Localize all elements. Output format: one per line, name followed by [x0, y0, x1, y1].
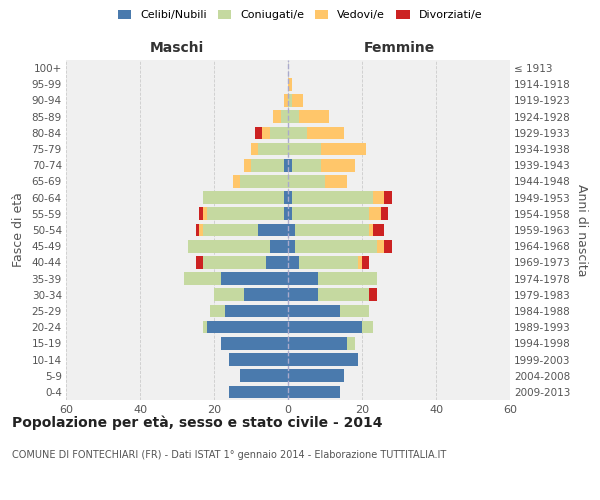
- Bar: [307, 126, 343, 139]
- Bar: [225, 304, 288, 318]
- Text: Femmine: Femmine: [364, 41, 434, 55]
- Bar: [251, 159, 284, 172]
- Bar: [288, 353, 358, 366]
- Bar: [229, 386, 288, 398]
- Bar: [377, 240, 384, 252]
- Bar: [196, 256, 203, 268]
- Bar: [288, 386, 340, 398]
- Bar: [292, 159, 322, 172]
- Bar: [362, 256, 370, 268]
- Bar: [288, 240, 295, 252]
- Legend: Celibi/Nubili, Coniugati/e, Vedovi/e, Divorziati/e: Celibi/Nubili, Coniugati/e, Vedovi/e, Di…: [113, 6, 487, 25]
- Bar: [229, 353, 288, 366]
- Bar: [288, 208, 292, 220]
- Bar: [251, 142, 259, 156]
- Bar: [244, 288, 288, 301]
- Bar: [322, 142, 366, 156]
- Bar: [288, 94, 292, 107]
- Bar: [317, 272, 377, 285]
- Bar: [199, 208, 203, 220]
- Bar: [199, 224, 203, 236]
- Bar: [259, 224, 288, 236]
- Bar: [269, 240, 288, 252]
- Bar: [373, 192, 384, 204]
- Bar: [203, 224, 259, 236]
- Bar: [288, 337, 347, 349]
- Bar: [292, 192, 373, 204]
- Bar: [203, 208, 206, 220]
- Bar: [288, 370, 343, 382]
- Bar: [203, 192, 284, 204]
- Bar: [288, 288, 317, 301]
- Bar: [214, 288, 244, 301]
- Bar: [259, 142, 288, 156]
- Bar: [384, 240, 392, 252]
- Bar: [325, 175, 347, 188]
- Bar: [184, 272, 221, 285]
- Text: Popolazione per età, sesso e stato civile - 2014: Popolazione per età, sesso e stato civil…: [12, 415, 383, 430]
- Bar: [281, 110, 288, 123]
- Bar: [299, 256, 358, 268]
- Bar: [284, 192, 288, 204]
- Bar: [269, 126, 288, 139]
- Bar: [288, 224, 295, 236]
- Bar: [203, 256, 266, 268]
- Bar: [295, 240, 377, 252]
- Y-axis label: Anni di nascita: Anni di nascita: [575, 184, 587, 276]
- Bar: [288, 175, 325, 188]
- Bar: [292, 208, 370, 220]
- Bar: [288, 78, 292, 90]
- Bar: [232, 175, 240, 188]
- Bar: [288, 142, 322, 156]
- Bar: [288, 192, 292, 204]
- Bar: [288, 304, 340, 318]
- Bar: [370, 224, 373, 236]
- Bar: [288, 256, 299, 268]
- Bar: [206, 321, 288, 334]
- Bar: [203, 321, 206, 334]
- Bar: [288, 126, 307, 139]
- Bar: [317, 288, 370, 301]
- Bar: [288, 272, 317, 285]
- Text: Maschi: Maschi: [150, 41, 204, 55]
- Bar: [210, 304, 225, 318]
- Bar: [370, 208, 380, 220]
- Bar: [384, 192, 392, 204]
- Bar: [288, 321, 362, 334]
- Text: COMUNE DI FONTECHIARI (FR) - Dati ISTAT 1° gennaio 2014 - Elaborazione TUTTITALI: COMUNE DI FONTECHIARI (FR) - Dati ISTAT …: [12, 450, 446, 460]
- Bar: [266, 256, 288, 268]
- Bar: [284, 94, 288, 107]
- Bar: [188, 240, 269, 252]
- Bar: [284, 159, 288, 172]
- Bar: [373, 224, 384, 236]
- Bar: [240, 370, 288, 382]
- Y-axis label: Fasce di età: Fasce di età: [11, 192, 25, 268]
- Bar: [340, 304, 370, 318]
- Bar: [288, 110, 299, 123]
- Bar: [262, 126, 269, 139]
- Bar: [358, 256, 362, 268]
- Bar: [206, 208, 284, 220]
- Bar: [244, 159, 251, 172]
- Bar: [255, 126, 262, 139]
- Bar: [288, 159, 292, 172]
- Bar: [240, 175, 288, 188]
- Bar: [221, 337, 288, 349]
- Bar: [292, 94, 303, 107]
- Bar: [196, 224, 199, 236]
- Bar: [322, 159, 355, 172]
- Bar: [370, 288, 377, 301]
- Bar: [299, 110, 329, 123]
- Bar: [273, 110, 281, 123]
- Bar: [380, 208, 388, 220]
- Bar: [347, 337, 355, 349]
- Bar: [284, 208, 288, 220]
- Bar: [221, 272, 288, 285]
- Bar: [295, 224, 370, 236]
- Bar: [362, 321, 373, 334]
